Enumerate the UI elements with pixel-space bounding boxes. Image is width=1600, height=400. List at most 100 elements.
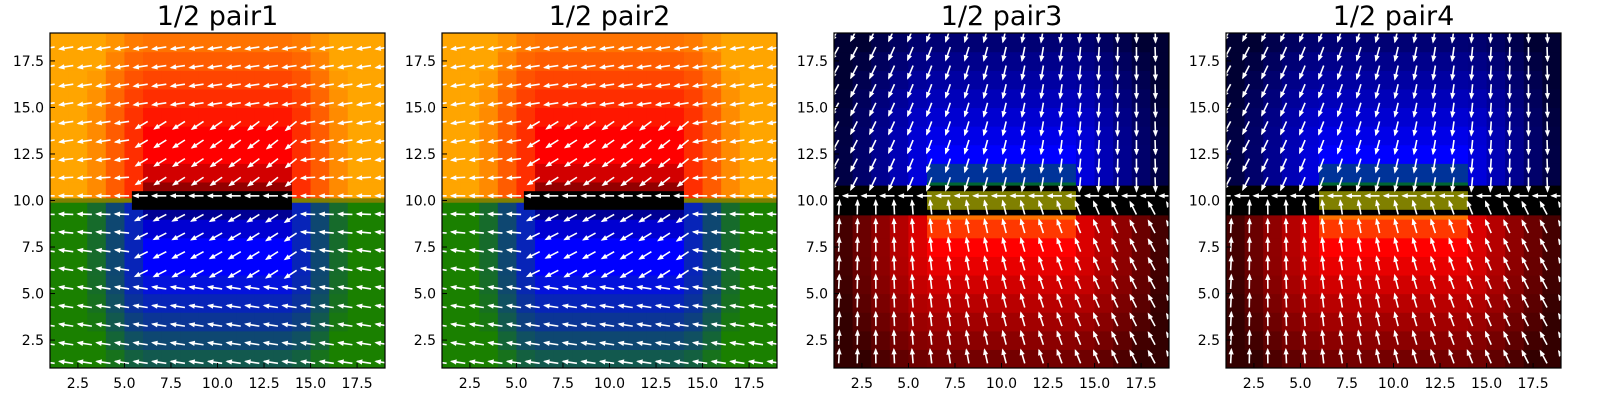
arrow-head	[318, 138, 326, 144]
arrow-head	[1077, 185, 1083, 193]
heatmap-cell	[68, 107, 88, 127]
arrow-head	[76, 359, 84, 365]
heatmap-cell	[758, 293, 777, 313]
arrow-head	[152, 216, 160, 222]
arrow-head	[1356, 329, 1362, 337]
arrow-head	[544, 272, 552, 278]
arrow-head	[1246, 310, 1252, 318]
heatmap-cell	[497, 88, 518, 109]
arrow-shaft	[731, 28, 745, 30]
arrow-head	[675, 254, 683, 261]
arrow-head	[1039, 185, 1045, 193]
heatmap-cell	[68, 144, 88, 164]
arrow-head	[1242, 128, 1248, 136]
heatmap-cell	[1542, 293, 1561, 313]
x-tick-label: 2.5	[851, 376, 873, 392]
arrow-head	[1019, 348, 1025, 356]
heatmap-cell	[758, 274, 777, 295]
heatmap-cell	[665, 237, 685, 257]
heatmap-cell	[758, 312, 777, 332]
arrow-head	[729, 247, 736, 253]
arrow-head	[766, 27, 773, 32]
arrow-head	[1431, 167, 1437, 174]
x-tick-label: 15.0	[295, 376, 326, 392]
heatmap-cell	[180, 293, 200, 313]
heatmap-cell	[1374, 293, 1395, 313]
heatmap-cell	[236, 33, 256, 53]
x-tick-label: 5.0	[505, 376, 527, 392]
x-tick-label: 2.5	[1243, 376, 1265, 392]
heatmap-cell	[460, 51, 480, 71]
arrow-shaft	[834, 139, 840, 151]
arrow-head	[1469, 148, 1475, 156]
arrow-head	[891, 347, 897, 355]
arrow-head	[1246, 199, 1252, 206]
arrow-head	[636, 359, 643, 365]
heatmap-cell	[721, 274, 741, 295]
arrow-head	[487, 229, 494, 235]
arrow-head	[431, 175, 438, 180]
heatmap-cell	[702, 126, 722, 146]
heatmap-cell	[1150, 349, 1169, 368]
arrow-head	[879, 193, 886, 199]
arrow-head	[132, 82, 140, 89]
arrow-head	[169, 64, 177, 70]
heatmap-cell	[254, 88, 274, 109]
arrow-head	[1074, 218, 1080, 226]
heatmap-cell	[329, 107, 349, 127]
arrow-head	[246, 272, 254, 279]
arrow-head	[1539, 238, 1546, 245]
heatmap-cell	[273, 349, 293, 368]
arrow-head	[487, 120, 494, 126]
heatmap-cell	[180, 163, 200, 183]
heatmap-cell	[50, 274, 70, 295]
arrow-head	[601, 143, 609, 149]
x-tick-label: 10.0	[202, 376, 233, 392]
heatmap-cell	[609, 293, 629, 313]
arrow-head	[1558, 349, 1561, 357]
heatmap-cell	[834, 219, 854, 239]
arrow-head	[281, 101, 289, 107]
heatmap-cell	[628, 349, 648, 368]
arrow-shaft	[50, 102, 55, 105]
heatmap-cell	[442, 70, 462, 90]
arrow-head	[1506, 55, 1513, 63]
heatmap-cell	[1505, 293, 1525, 313]
arrow-head	[964, 292, 970, 300]
arrow-head	[1503, 330, 1509, 338]
arrow-head	[1320, 329, 1326, 337]
arrow-head	[926, 128, 931, 136]
arrow-head	[1152, 37, 1158, 44]
arrow-shaft	[451, 28, 465, 30]
heatmap-cell	[442, 88, 462, 109]
heatmap-cell	[590, 126, 611, 146]
arrow-shaft	[693, 28, 707, 30]
heatmap-cell	[590, 219, 611, 239]
arrow-head	[1077, 92, 1083, 100]
arrow-head	[1039, 167, 1045, 174]
heatmap-cell	[180, 51, 200, 71]
arrow-head	[854, 199, 860, 206]
heatmap-cell	[628, 237, 648, 257]
heatmap-cell	[366, 349, 385, 368]
arrow-head	[729, 27, 736, 32]
arrow-head	[1038, 311, 1043, 319]
arrow-head	[113, 247, 121, 253]
arrow-head	[1450, 111, 1456, 119]
heatmap-cell	[329, 349, 349, 368]
arrow-head	[1121, 193, 1128, 199]
heatmap-cell	[161, 256, 181, 276]
arrow-head	[1133, 55, 1140, 63]
heatmap-cell	[702, 51, 722, 71]
arrow-head	[450, 303, 457, 309]
arrow-head	[963, 36, 969, 44]
arrow-head	[657, 272, 664, 279]
arrow-head	[1355, 92, 1361, 99]
heatmap-cell	[236, 219, 256, 239]
heatmap-cell	[628, 219, 648, 239]
heatmap-cell	[927, 107, 947, 127]
arrow-head	[1020, 185, 1026, 193]
arrow-head	[1320, 273, 1326, 281]
arrow-head	[337, 45, 344, 51]
heatmap-cell	[1542, 349, 1561, 368]
